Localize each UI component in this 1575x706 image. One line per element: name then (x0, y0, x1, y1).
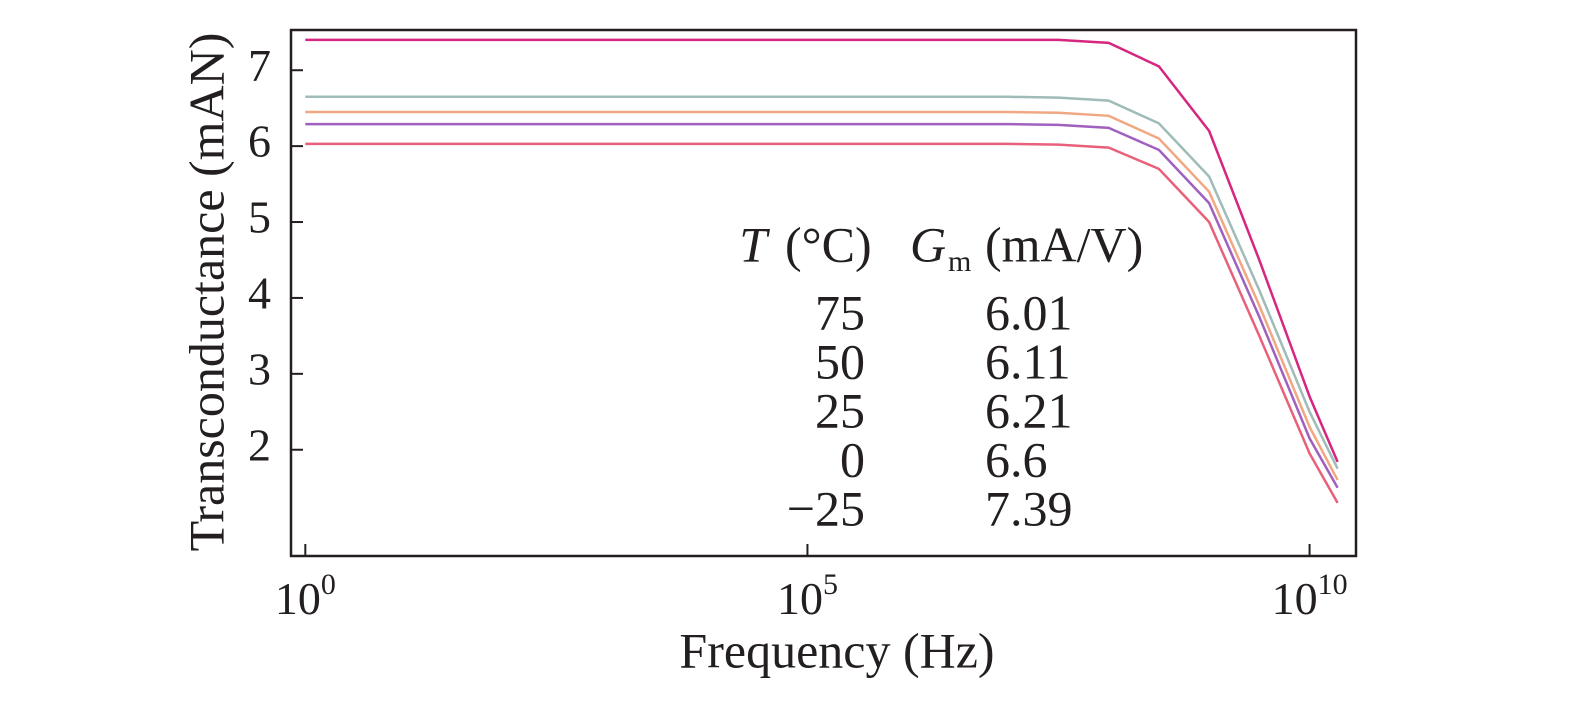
table-cell: 6.6 (985, 431, 1048, 487)
table-cell: 7.39 (985, 480, 1073, 536)
x-tick-exponent: 5 (823, 568, 838, 601)
table-header-subscript: m (948, 245, 971, 278)
table-header-symbol: G (910, 216, 946, 272)
table-cell: 6.11 (985, 333, 1071, 389)
y-tick-label: 3 (248, 343, 271, 394)
table-cell: 75 (815, 284, 865, 340)
table-cell: 6.01 (985, 284, 1073, 340)
x-tick-base: 10 (777, 573, 823, 624)
y-tick-label: 2 (248, 419, 271, 470)
y-tick-label: 7 (248, 40, 271, 91)
plot-frame (289, 28, 1358, 558)
table-cell: 25 (815, 382, 865, 438)
y-tick-label: 5 (248, 192, 271, 243)
y-tick-label: 6 (248, 116, 271, 167)
x-tick-base: 10 (1272, 573, 1318, 624)
x-tick-label: 1010 (1272, 568, 1348, 624)
table-header-symbol: T (739, 216, 770, 272)
table-cell: 0 (840, 431, 865, 487)
table-cell: 50 (815, 333, 865, 389)
y-tick-label: 4 (248, 267, 271, 318)
series-line (305, 110, 1339, 481)
table-cell: 6.21 (985, 382, 1073, 438)
y-axis-title: Transconductance (mAN) (178, 33, 234, 552)
table-cell: −25 (787, 480, 865, 536)
x-tick-exponent: 10 (1318, 568, 1348, 601)
series-line (305, 142, 1339, 504)
x-tick-label: 105 (777, 568, 838, 624)
x-tick-exponent: 0 (321, 568, 336, 601)
x-axis-title: Frequency (Hz) (679, 622, 994, 678)
series-line (305, 38, 1339, 463)
series-line (305, 122, 1339, 489)
x-tick-base: 10 (275, 573, 321, 624)
series-line (305, 95, 1339, 470)
table-header-unit: (mA/V) (985, 216, 1143, 272)
x-tick-label: 100 (275, 568, 336, 624)
table-header-unit: (°C) (785, 216, 872, 272)
